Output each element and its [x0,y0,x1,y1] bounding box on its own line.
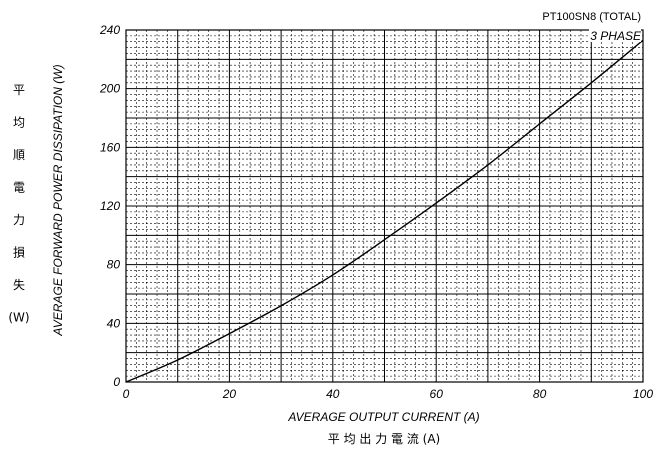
y-tick-label: 160 [100,140,120,154]
annotation-backdrop [589,29,641,42]
x-tick-labels: 0 20 40 60 80 100 [123,387,654,401]
x-tick-label: 0 [123,387,130,401]
y-tick-label: 40 [107,316,121,330]
x-axis-label-jp: 平 均 出 力 電 流 (A) [328,432,440,446]
y-axis-label-jp-char: 順 [13,148,25,162]
series-layer [125,39,644,383]
grid-major-lines [126,30,643,382]
x-axis-label: AVERAGE OUTPUT CURRENT (A) [287,410,479,424]
series-line-0 [125,39,644,383]
y-tick-label: 80 [107,258,121,272]
chart-title: PT100SN8 (TOTAL) [542,11,641,23]
x-tick-label: 40 [326,387,340,401]
y-tick-label: 240 [99,23,120,37]
x-tick-label: 80 [533,387,547,401]
y-tick-label: 0 [113,375,120,389]
y-axis-label-jp-char: 損 [13,245,25,260]
y-tick-label: 200 [99,82,120,96]
x-tick-label: 60 [430,387,444,401]
y-axis-label-jp-char: 均 [13,116,25,130]
y-axis-label-jp-char: 失 [13,277,25,292]
x-tick-label: 100 [633,387,653,401]
plot-frame [125,29,644,383]
y-axis-label-jp-char: (W) [8,311,29,325]
y-axis-label: AVERAGE FORWARD POWER DISSIPATION (W) [51,64,65,336]
y-axis-label-jp-char: 電 [13,181,25,195]
y-axis-label-jp-char: 平 [13,83,25,97]
y-axis-label-jp-char: 力 [13,213,25,227]
phase-annotation: 3 PHASE [590,29,642,43]
y-tick-labels: 0 40 80 120 160 200 240 [99,23,120,389]
x-tick-label: 20 [222,387,237,401]
y-tick-label: 120 [100,199,120,213]
